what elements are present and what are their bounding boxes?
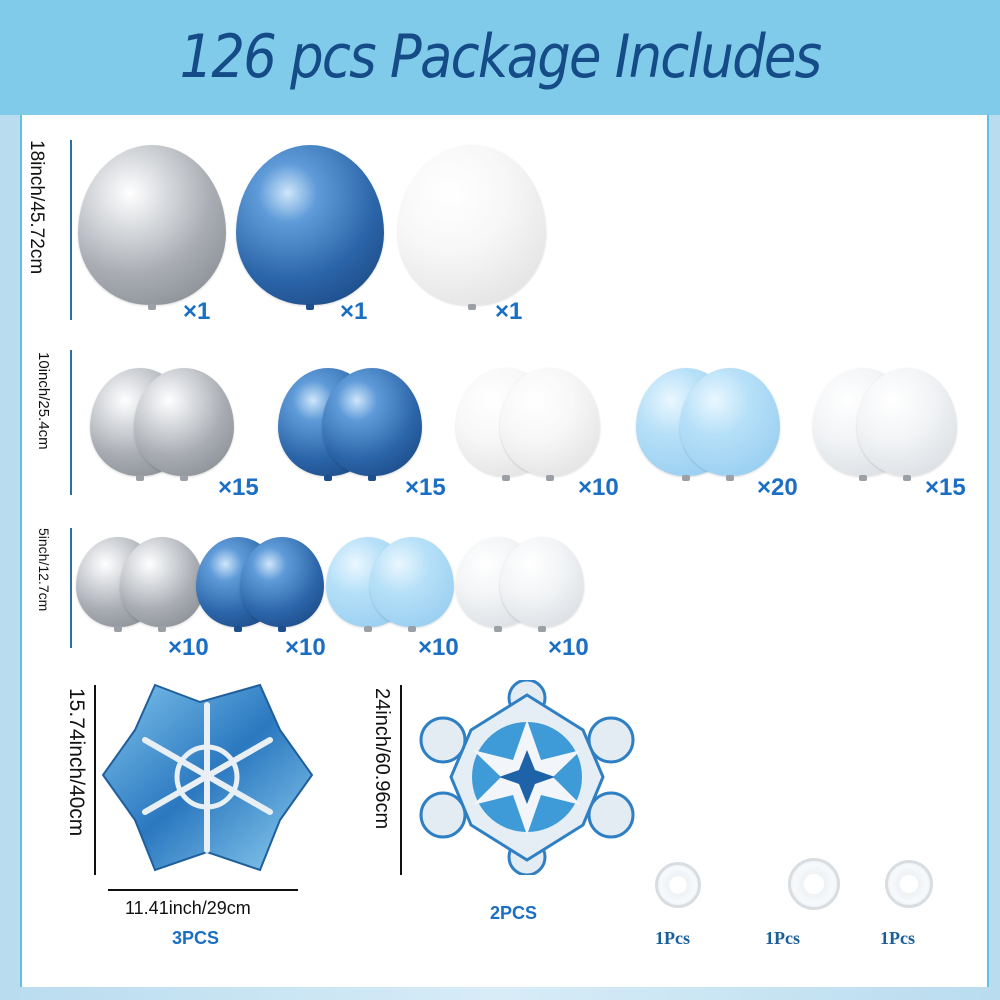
balloon-blue bbox=[240, 536, 324, 628]
balloon-count: ×1 bbox=[183, 298, 211, 325]
balloon-light-blue bbox=[680, 368, 780, 476]
balloon-knot bbox=[468, 303, 476, 310]
balloon-count: ×10 bbox=[418, 634, 459, 661]
balloon-count: ×15 bbox=[925, 474, 966, 501]
height-arrow bbox=[400, 685, 402, 875]
balloon-count: ×1 bbox=[495, 298, 523, 325]
header-banner: 126 pcs Package Includes bbox=[0, 0, 1000, 115]
balloon-count: ×10 bbox=[168, 634, 209, 661]
balloon-knot bbox=[180, 475, 188, 481]
balloon-blue bbox=[322, 368, 422, 476]
balloon-silver bbox=[134, 368, 234, 476]
balloon-knot bbox=[234, 626, 242, 633]
balloon-knot bbox=[726, 475, 734, 481]
balloon-knot bbox=[324, 475, 332, 481]
balloon-count: ×15 bbox=[405, 474, 446, 501]
height-arrow bbox=[94, 685, 96, 875]
balloon-arch-strip-icon bbox=[788, 858, 840, 910]
size-label: 18inch/45.72cm bbox=[26, 140, 47, 275]
balloon-knot bbox=[368, 475, 376, 481]
page-title: 126 pcs Package Includes bbox=[179, 22, 823, 92]
size-indicator-line bbox=[70, 140, 72, 320]
balloon-pearl bbox=[857, 368, 957, 476]
balloon-count: ×15 bbox=[218, 474, 259, 501]
balloon-count: ×10 bbox=[548, 634, 589, 661]
balloon-knot bbox=[494, 626, 502, 633]
width-arrow bbox=[108, 889, 298, 891]
size-label: 5inch/12.7cm bbox=[36, 528, 52, 612]
balloon-knot bbox=[682, 475, 690, 481]
balloon-knot bbox=[278, 626, 286, 633]
foil-qty: 2PCS bbox=[490, 903, 538, 923]
balloon-knot bbox=[546, 475, 554, 481]
size-indicator-line bbox=[70, 528, 72, 648]
balloon-knot bbox=[114, 626, 122, 633]
balloon-count: ×1 bbox=[340, 298, 368, 325]
balloon-knot bbox=[136, 475, 144, 481]
accessory-qty: 1Pcs bbox=[880, 928, 915, 948]
snowflake-flower-foil bbox=[419, 680, 635, 875]
foil-height-label: 24inch/60.96cm bbox=[371, 688, 393, 830]
balloon-knot bbox=[538, 626, 546, 633]
balloon-knot bbox=[408, 626, 416, 633]
balloon-count: ×20 bbox=[757, 474, 798, 501]
balloon-knot bbox=[859, 475, 867, 481]
foil-height-label: 15.74inch/40cm bbox=[65, 688, 88, 837]
balloon-count: ×10 bbox=[578, 474, 619, 501]
balloon-pearl bbox=[500, 536, 584, 628]
glue-dots-icon bbox=[885, 860, 933, 908]
ribbon-roll-icon bbox=[655, 862, 701, 908]
balloon-white bbox=[398, 145, 546, 305]
balloon-white bbox=[500, 368, 600, 476]
balloon-knot bbox=[502, 475, 510, 481]
foil-width-label: 11.41inch/29cm bbox=[125, 898, 251, 918]
foil-qty: 3PCS bbox=[172, 928, 220, 948]
balloon-silver bbox=[78, 145, 226, 305]
balloon-count: ×10 bbox=[285, 634, 326, 661]
balloon-knot bbox=[903, 475, 911, 481]
balloon-blue bbox=[236, 145, 384, 305]
balloon-knot bbox=[306, 303, 314, 310]
balloon-knot bbox=[158, 626, 166, 633]
snowflake-star-foil bbox=[101, 683, 314, 872]
size-indicator-line bbox=[70, 350, 72, 495]
accessory-qty: 1Pcs bbox=[655, 928, 690, 948]
balloon-silver bbox=[120, 536, 204, 628]
accessory-qty: 1Pcs bbox=[765, 928, 800, 948]
size-label: 10inch/25.4cm bbox=[35, 352, 52, 450]
balloon-light-blue bbox=[370, 536, 454, 628]
balloon-knot bbox=[364, 626, 372, 633]
balloon-knot bbox=[148, 303, 156, 310]
